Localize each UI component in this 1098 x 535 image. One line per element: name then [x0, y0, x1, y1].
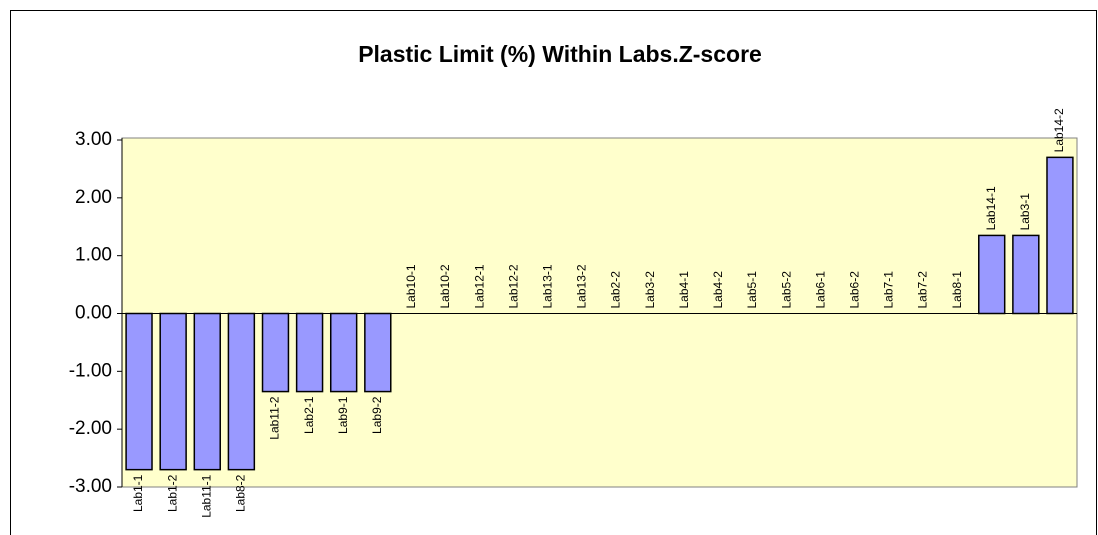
category-label: Lab11-1 [199, 474, 213, 517]
category-label: Lab8-1 [950, 271, 964, 309]
category-label: Lab3-1 [1018, 193, 1032, 231]
category-label: Lab10-1 [404, 264, 418, 308]
y-tick-label: -1.00 [69, 360, 112, 381]
bar [261, 312, 290, 393]
bar [1012, 234, 1040, 315]
y-tick-label: 1.00 [75, 245, 112, 266]
y-tick-label: 0.00 [75, 303, 112, 324]
bar [295, 312, 324, 393]
category-label: Lab13-1 [541, 264, 555, 308]
bar [193, 312, 221, 471]
category-label: Lab9-1 [336, 396, 350, 434]
category-label: Lab8-2 [234, 474, 248, 512]
plot-area [121, 137, 1078, 488]
y-tick-label: -2.00 [69, 418, 112, 439]
category-label: Lab4-1 [677, 271, 691, 309]
category-label: Lab5-2 [779, 271, 793, 309]
chart-title: Plastic Limit (%) Within Labs.Z-score [358, 41, 762, 67]
y-tick-label: 2.00 [75, 187, 112, 208]
category-label: Lab6-1 [813, 271, 827, 309]
bar [364, 312, 392, 393]
bar [978, 234, 1006, 315]
category-label: Lab2-1 [302, 396, 316, 434]
category-label: Lab4-2 [711, 271, 725, 309]
category-label: Lab12-1 [472, 264, 486, 308]
bar [329, 312, 358, 393]
category-label: Lab1-1 [131, 474, 145, 512]
category-label: Lab2-2 [609, 271, 623, 309]
category-label: Lab6-2 [847, 271, 861, 309]
bar [159, 312, 187, 471]
category-label: Lab14-2 [1052, 108, 1066, 152]
bar [227, 312, 256, 471]
y-tick-label: 3.00 [75, 129, 112, 150]
category-label: Lab10-2 [438, 264, 452, 308]
category-label: Lab14-1 [984, 186, 998, 230]
category-label: Lab3-2 [643, 271, 657, 309]
category-label: Lab9-2 [370, 396, 384, 434]
bar [125, 312, 153, 471]
category-label: Lab12-2 [506, 264, 520, 308]
category-label: Lab7-1 [882, 271, 896, 309]
category-label: Lab1-2 [165, 474, 179, 512]
category-label: Lab13-2 [575, 264, 589, 308]
bar [1046, 156, 1074, 315]
category-label: Lab7-2 [916, 271, 930, 309]
category-label: Lab11-2 [268, 396, 282, 439]
y-tick-label: -3.00 [69, 476, 112, 497]
category-label: Lab5-1 [745, 271, 759, 309]
